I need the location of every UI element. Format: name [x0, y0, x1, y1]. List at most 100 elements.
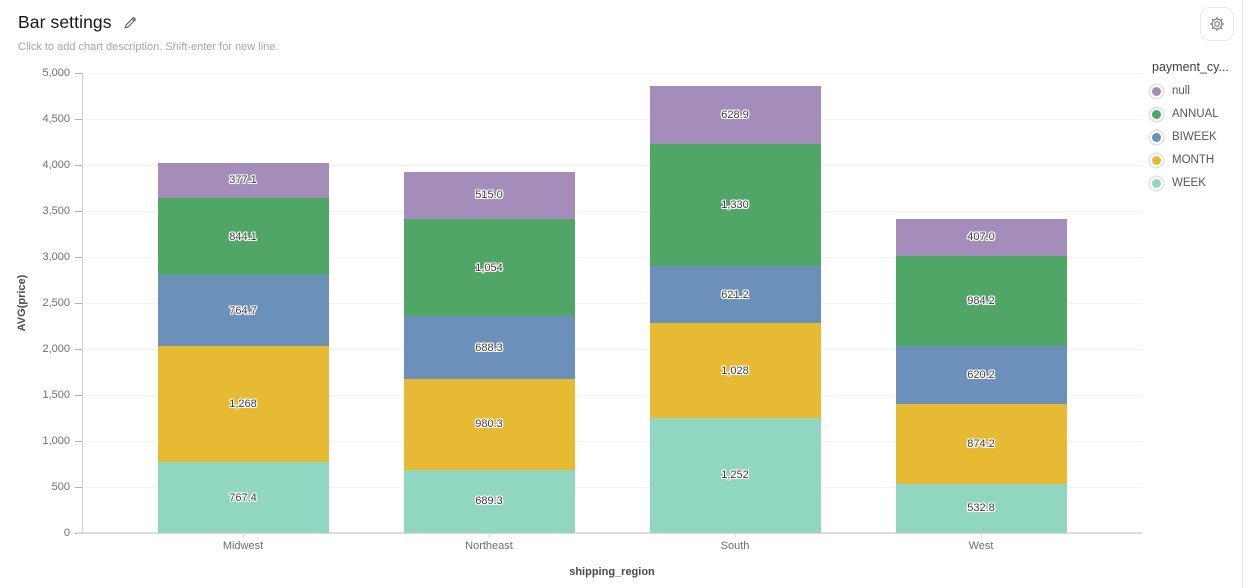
- gridline: [82, 257, 1142, 258]
- chart-description-placeholder[interactable]: Click to add chart description. Shift-en…: [18, 41, 279, 53]
- bar-segment-BIWEEK-west[interactable]: 620.2: [895, 346, 1067, 404]
- bar-value-label: 1,028: [721, 364, 749, 377]
- bar-segment-MONTH-south[interactable]: 1,028: [649, 323, 821, 418]
- legend: payment_cy... null ANNUAL BIWEEK MONTH W…: [1152, 60, 1244, 200]
- y-axis-tick: [75, 395, 82, 396]
- bar-segment-WEEK-northeast[interactable]: 689.3: [403, 469, 575, 533]
- x-axis-category-label: Northeast: [465, 540, 513, 552]
- x-axis-tick: [734, 534, 736, 538]
- bar-value-label: 764.7: [229, 304, 257, 317]
- y-axis-tick: [75, 441, 82, 442]
- legend-swatch: [1152, 155, 1161, 165]
- legend-item-month[interactable]: MONTH: [1152, 154, 1244, 166]
- bar-segment-WEEK-south[interactable]: 1,252: [649, 417, 821, 533]
- y-axis-tick-label: 4,000: [42, 159, 70, 171]
- bar-value-label: 844.1: [229, 230, 257, 243]
- x-axis-tick: [488, 534, 490, 538]
- bar-value-label: 628.9: [721, 108, 749, 121]
- y-axis-tick: [75, 119, 82, 120]
- bar-segment-MONTH-midwest[interactable]: 1,268: [157, 345, 329, 463]
- bar-segment-BIWEEK-northeast[interactable]: 688.3: [403, 316, 575, 380]
- y-axis-title: AVG(price): [16, 274, 28, 332]
- y-axis-tick-label: 4,500: [42, 113, 70, 125]
- x-axis-line: [77, 532, 1142, 534]
- bar-value-label: 1,054: [475, 261, 503, 274]
- bar-segment-MONTH-west[interactable]: 874.2: [895, 403, 1067, 484]
- legend-swatch: [1152, 132, 1161, 142]
- y-axis-tick-label: 1,000: [42, 435, 70, 447]
- bar-value-label: 1,330: [721, 198, 749, 211]
- y-axis-tick: [75, 211, 82, 212]
- gridline: [82, 349, 1142, 350]
- legend-item-annual[interactable]: ANNUAL: [1152, 108, 1244, 120]
- gridline: [82, 303, 1142, 304]
- y-axis-tick: [75, 487, 82, 488]
- y-axis-tick-label: 5,000: [42, 67, 70, 79]
- pencil-icon[interactable]: [123, 15, 138, 30]
- bar-segment-WEEK-midwest[interactable]: 767.4: [157, 462, 329, 533]
- settings-button[interactable]: [1200, 7, 1234, 41]
- page-title[interactable]: Bar settings: [18, 12, 112, 32]
- x-axis-category-label: Midwest: [222, 540, 264, 552]
- legend-item-biweek[interactable]: BIWEEK: [1152, 131, 1244, 143]
- bar-segment-MONTH-northeast[interactable]: 980.3: [403, 379, 575, 470]
- legend-item-label: null: [1172, 85, 1190, 97]
- gridline: [82, 441, 1142, 442]
- bar-segment-ANNUAL-northeast[interactable]: 1,054: [403, 219, 575, 317]
- x-axis-category-label: South: [720, 540, 750, 552]
- x-axis-category-label: West: [968, 540, 994, 552]
- y-axis-tick: [75, 73, 82, 74]
- gridline: [82, 487, 1142, 488]
- x-axis-tick: [242, 534, 244, 538]
- y-axis-tick: [75, 165, 82, 166]
- bar-segment-ANNUAL-south[interactable]: 1,330: [649, 143, 821, 267]
- bar-value-label: 532.8: [967, 502, 995, 515]
- bar-value-label: 515.0: [475, 189, 503, 202]
- legend-item-null[interactable]: null: [1152, 85, 1244, 97]
- bar-segment-BIWEEK-south[interactable]: 621.2: [649, 266, 821, 324]
- x-axis-tick: [980, 534, 982, 538]
- legend-item-label: MONTH: [1172, 154, 1215, 166]
- y-axis-tick: [75, 257, 82, 258]
- bar-segment-null-midwest[interactable]: 377.1: [157, 163, 329, 198]
- y-axis-tick-label: 3,500: [42, 205, 70, 217]
- gridline: [82, 73, 1142, 74]
- bar-segment-BIWEEK-midwest[interactable]: 764.7: [157, 275, 329, 346]
- bar-value-label: 984.2: [967, 295, 995, 308]
- bar-value-label: 407.0: [967, 231, 995, 244]
- gridline: [82, 395, 1142, 396]
- bar-value-label: 377.1: [229, 174, 257, 187]
- legend-item-label: BIWEEK: [1172, 131, 1217, 143]
- gridline: [82, 211, 1142, 212]
- legend-item-label: WEEK: [1172, 177, 1206, 189]
- bar-value-label: 620.2: [967, 369, 995, 381]
- bar-segment-ANNUAL-west[interactable]: 984.2: [895, 255, 1067, 347]
- legend-swatch: [1152, 178, 1161, 188]
- y-axis-tick-label: 2,500: [42, 297, 70, 309]
- y-axis-tick: [75, 303, 82, 304]
- bar-value-label: 980.3: [475, 418, 503, 431]
- y-axis-tick-label: 2,000: [42, 343, 70, 355]
- bar-segment-null-northeast[interactable]: 515.0: [403, 171, 575, 220]
- gridline: [82, 165, 1142, 166]
- bar-segment-WEEK-west[interactable]: 532.8: [895, 483, 1067, 533]
- bar-value-label: 621.2: [721, 288, 749, 301]
- header: Bar settings Click to add chart descript…: [18, 12, 278, 53]
- gear-icon: [1209, 16, 1225, 32]
- y-axis-tick-label: 0: [63, 527, 70, 539]
- x-axis-title: shipping_region: [569, 566, 655, 578]
- panel-divider: [1242, 0, 1243, 588]
- y-axis-tick-label: 500: [51, 481, 70, 493]
- legend-swatch: [1152, 86, 1161, 96]
- bar-segment-ANNUAL-midwest[interactable]: 844.1: [157, 197, 329, 276]
- bar-segment-null-south[interactable]: 628.9: [649, 85, 821, 144]
- bar-segment-null-west[interactable]: 407.0: [895, 218, 1067, 256]
- bar-value-label: 689.3: [475, 495, 503, 508]
- bar-value-label: 1,252: [721, 469, 749, 482]
- legend-item-week[interactable]: WEEK: [1152, 177, 1244, 189]
- legend-title: payment_cy...: [1152, 60, 1229, 74]
- y-axis-line: [82, 73, 83, 533]
- y-axis-tick: [75, 349, 82, 350]
